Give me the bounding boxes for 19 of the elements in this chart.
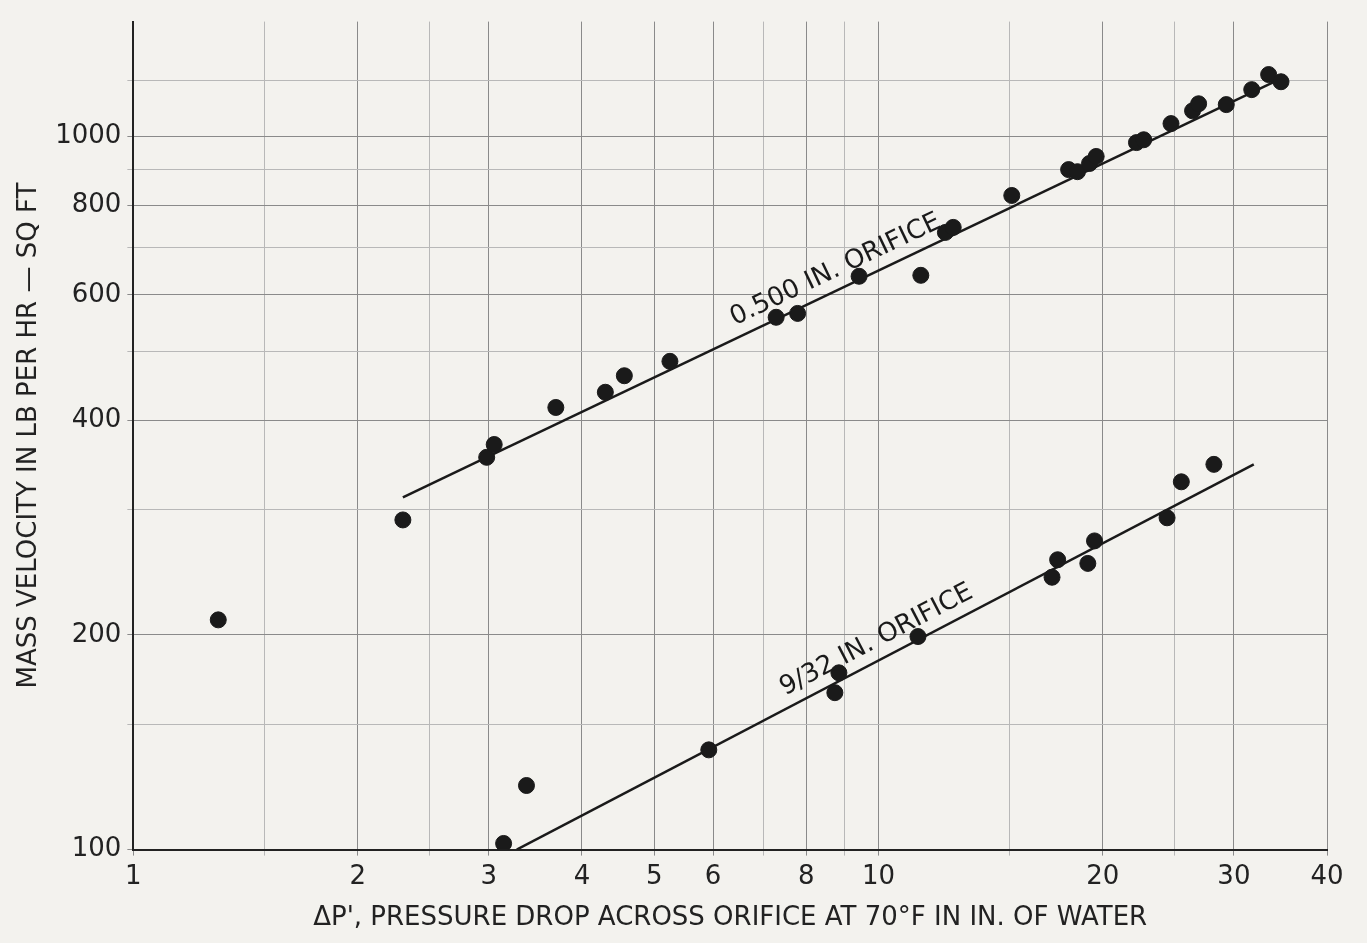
y-tick-label: 800 <box>71 188 122 219</box>
x-tick-label: 30 <box>1217 859 1251 890</box>
x-tick-label: 40 <box>1310 859 1344 890</box>
x-tick-label: 10 <box>861 859 895 890</box>
y-tick-label: 1000 <box>55 119 122 150</box>
y-tick-label: 100 <box>71 832 122 863</box>
x-tick-label: 1 <box>125 859 142 890</box>
x-tick-label: 2 <box>349 859 366 890</box>
y-tick-label: 200 <box>71 617 122 648</box>
y-tick-label: 400 <box>71 403 122 434</box>
x-tick-label: 8 <box>797 859 815 890</box>
x-tick-label: 20 <box>1086 859 1120 890</box>
x-tick-label: 6 <box>704 859 722 890</box>
x-tick-label: 5 <box>645 859 663 890</box>
x-tick-label: 4 <box>573 859 591 890</box>
y-axis-title: MASS VELOCITY IN LB PER HR — SQ FT <box>12 182 43 689</box>
y-tick-label: 600 <box>71 277 122 308</box>
x-axis-title: ΔP', PRESSURE DROP ACROSS ORIFICE AT 70°F IN IN. OF WATER <box>313 901 1148 932</box>
x-tick-label: 3 <box>480 859 498 890</box>
